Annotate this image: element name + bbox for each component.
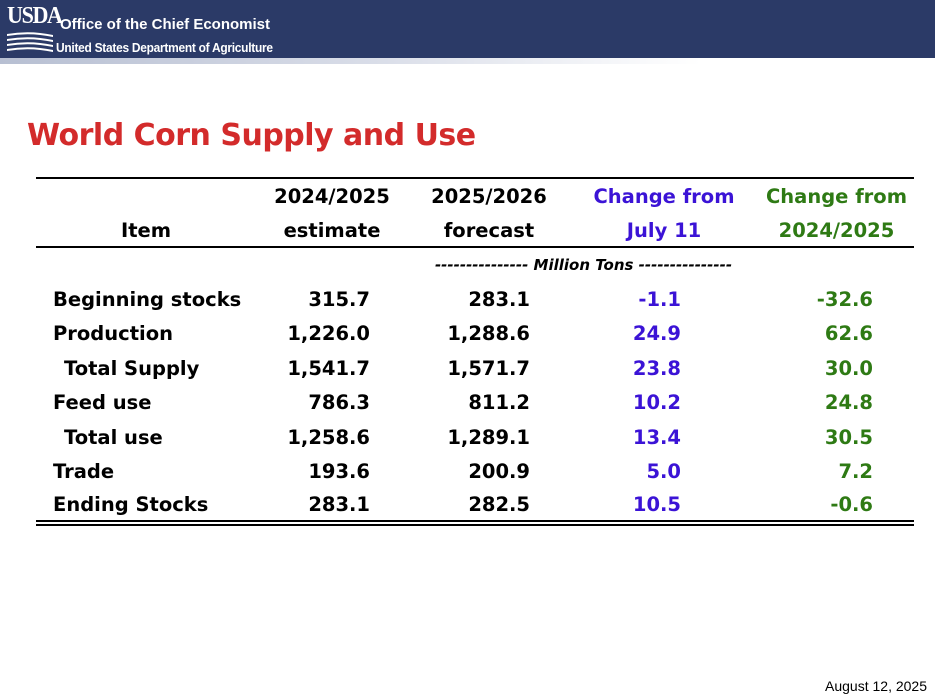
table-top-rule — [36, 177, 914, 179]
header-change-prior-line1: Change from — [765, 185, 908, 208]
row-label: Trade — [53, 460, 115, 483]
change-july-value: 13.4 — [632, 426, 681, 449]
slide-title: World Corn Supply and Use — [27, 118, 476, 153]
change-july-value: 24.9 — [632, 322, 681, 345]
estimate-value: 283.1 — [308, 493, 370, 516]
change-prior-value: 62.6 — [824, 322, 873, 345]
table-row: Total Supply 1,541.7 1,571.7 23.8 30.0 — [36, 352, 914, 386]
table-header-rule — [36, 246, 914, 248]
forecast-value: 283.1 — [468, 288, 530, 311]
estimate-value: 193.6 — [308, 460, 370, 483]
header-banner: USDA Office of the Chief Economist Unite… — [0, 0, 935, 62]
forecast-value: 200.9 — [468, 460, 530, 483]
table-row: Beginning stocks 315.7 283.1 -1.1 -32.6 — [36, 283, 914, 317]
change-prior-value: -32.6 — [816, 288, 873, 311]
row-label: Ending Stocks — [53, 493, 209, 516]
header-item: Item — [120, 219, 172, 242]
header-change-july-line1: Change from — [593, 185, 735, 208]
department-title: United States Department of Agriculture — [56, 40, 273, 55]
header-change-prior-line2: 2024/2025 — [778, 219, 895, 242]
change-july-value: -1.1 — [638, 288, 681, 311]
change-prior-value: 30.0 — [824, 357, 873, 380]
estimate-value: 1,226.0 — [287, 322, 370, 345]
header-estimate-year: 2024/2025 — [274, 185, 390, 208]
estimate-value: 1,258.6 — [287, 426, 370, 449]
row-label: Total Supply — [64, 357, 200, 380]
estimate-value: 315.7 — [308, 288, 370, 311]
table-row: Feed use 786.3 811.2 10.2 24.8 — [36, 386, 914, 420]
usda-logo-stripes-icon — [7, 32, 53, 52]
forecast-value: 282.5 — [468, 493, 530, 516]
units-label: --------------- Million Tons -----------… — [434, 256, 733, 274]
change-july-value: 5.0 — [646, 460, 681, 483]
header-estimate-label: estimate — [283, 219, 381, 242]
row-label: Production — [53, 322, 173, 345]
header-forecast-label: forecast — [443, 219, 535, 242]
change-july-value: 10.2 — [632, 391, 681, 414]
office-title: Office of the Chief Economist — [60, 16, 271, 33]
table-row: Trade 193.6 200.9 5.0 7.2 — [36, 455, 914, 489]
table-bottom-rule-double — [36, 524, 914, 526]
header-forecast-year: 2025/2026 — [431, 185, 547, 208]
usda-logo-text: USDA — [7, 3, 63, 29]
table-row: Ending Stocks 283.1 282.5 10.5 -0.6 — [36, 488, 914, 522]
row-label: Beginning stocks — [53, 288, 242, 311]
forecast-value: 811.2 — [468, 391, 530, 414]
header-change-july-line2: July 11 — [626, 219, 702, 242]
change-prior-value: 7.2 — [838, 460, 873, 483]
table-row: Production 1,226.0 1,288.6 24.9 62.6 — [36, 317, 914, 351]
table-row: Total use 1,258.6 1,289.1 13.4 30.5 — [36, 421, 914, 455]
change-july-value: 10.5 — [632, 493, 681, 516]
estimate-value: 786.3 — [308, 391, 370, 414]
forecast-value: 1,288.6 — [447, 322, 530, 345]
change-prior-value: 30.5 — [824, 426, 873, 449]
banner-divider — [0, 58, 935, 64]
table-bottom-rule — [36, 520, 914, 522]
row-label: Feed use — [53, 391, 152, 414]
change-july-value: 23.8 — [632, 357, 681, 380]
forecast-value: 1,289.1 — [447, 426, 530, 449]
estimate-value: 1,541.7 — [287, 357, 370, 380]
row-label: Total use — [64, 426, 163, 449]
usda-logo: USDA — [5, 3, 63, 56]
change-prior-value: 24.8 — [824, 391, 873, 414]
slide-date: August 12, 2025 — [825, 678, 927, 694]
forecast-value: 1,571.7 — [447, 357, 530, 380]
change-prior-value: -0.6 — [830, 493, 873, 516]
